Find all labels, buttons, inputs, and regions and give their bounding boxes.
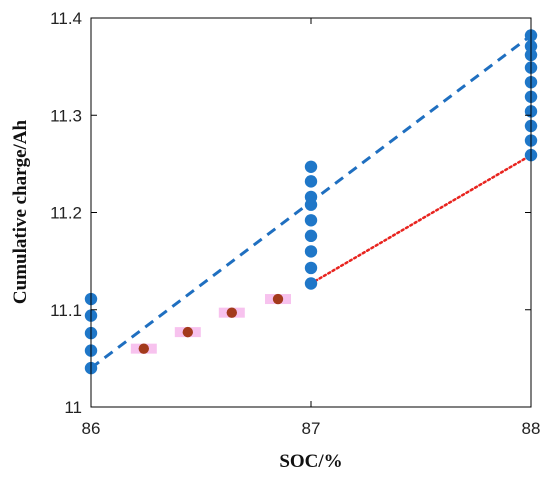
axis-ticks: 86 87 88 11 11.1 11.2 11.3 11.4 (50, 9, 540, 438)
y-axis-label: Cumulative charge/Ah (10, 119, 31, 304)
blue-data-point (304, 277, 318, 290)
y-tick-label: 11.4 (50, 9, 82, 28)
plot-area (91, 18, 531, 407)
brown-data-point (226, 307, 237, 318)
y-tick-label: 11.1 (50, 301, 82, 320)
x-tick-label: 86 (82, 419, 101, 438)
brown-data-point (182, 326, 193, 338)
y-tick-label: 11 (64, 398, 82, 417)
y-tick-label: 11.2 (50, 204, 82, 223)
brown-data-point (138, 343, 149, 354)
blue-data-point (304, 175, 318, 188)
blue-data-point (304, 214, 318, 227)
blue-data-point (304, 190, 318, 204)
x-tick-label: 87 (302, 419, 321, 438)
x-axis-label: SOC/% (279, 451, 342, 472)
blue-data-point (304, 160, 318, 173)
dotted-fit-line (309, 153, 533, 285)
blue-data-point (304, 261, 318, 275)
brown-data-point (272, 293, 284, 305)
x-tick-label: 88 (522, 419, 541, 438)
y-tick-label: 11.3 (50, 106, 82, 125)
blue-data-point (304, 245, 318, 258)
blue-data-point (304, 229, 318, 243)
